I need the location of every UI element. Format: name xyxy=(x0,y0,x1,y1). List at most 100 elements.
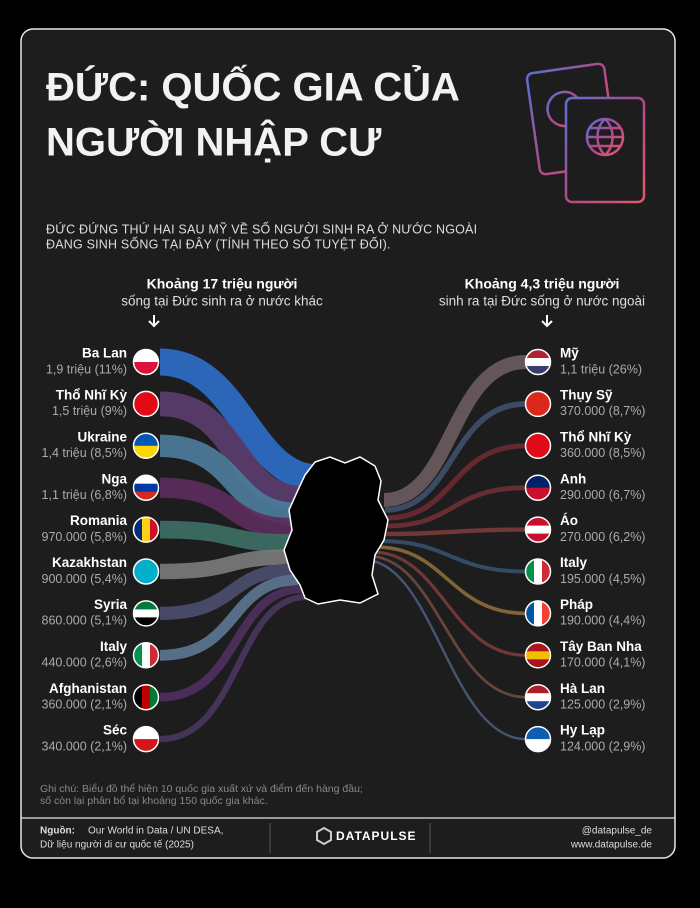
country-value: 370.000 (8,7%) xyxy=(560,404,645,418)
country-value: 170.000 (4,1%) xyxy=(560,656,645,670)
flow xyxy=(159,391,303,511)
country-name: Thụy Sỹ xyxy=(560,387,613,402)
flag-border xyxy=(132,516,160,543)
flag-stripe xyxy=(526,433,550,458)
flow xyxy=(383,527,527,537)
flag-border xyxy=(132,683,160,711)
flag-stripe xyxy=(142,517,151,542)
source-line: Dữ liệu người di cư quốc tế (2025) xyxy=(40,839,194,851)
subtitle-line: ĐANG SINH SỐNG TẠI ĐÂY (TÍNH THEO SỐ TUY… xyxy=(46,236,391,251)
flag xyxy=(134,601,158,626)
passport-icon xyxy=(525,62,646,204)
flag-stripe xyxy=(526,651,550,660)
flow xyxy=(371,550,527,657)
flag-stripe xyxy=(526,727,550,740)
flag-stripe xyxy=(134,601,158,610)
note-line: số còn lại phân bổ tại khoảng 150 quốc g… xyxy=(40,795,268,807)
country-name: Italy xyxy=(100,639,128,654)
country-name: Thổ Nhĩ Kỳ xyxy=(56,387,128,402)
flow xyxy=(159,584,303,702)
flag-stripe xyxy=(134,739,158,752)
flow xyxy=(383,355,527,507)
flag-stripe xyxy=(526,366,550,374)
note-line: Ghi chú: Biểu đồ thể hiện 10 quốc gia xu… xyxy=(40,783,363,795)
flag-stripe xyxy=(142,685,151,710)
country-value: 860.000 (5,1%) xyxy=(42,614,127,628)
country-name: Hà Lan xyxy=(560,681,605,696)
flag-border xyxy=(132,390,160,418)
flow xyxy=(379,539,527,574)
flag-border xyxy=(524,683,552,711)
flag-stripe xyxy=(134,433,158,447)
flag xyxy=(526,601,550,626)
flag xyxy=(526,475,550,500)
flag-border xyxy=(132,432,160,460)
flag xyxy=(134,685,158,710)
country-name: Afghanistan xyxy=(49,681,127,696)
country-name: Italy xyxy=(560,555,588,570)
flag-stripe xyxy=(526,533,550,542)
flag-stripe xyxy=(134,685,143,710)
flag xyxy=(134,517,158,542)
country-value: 190.000 (4,4%) xyxy=(560,614,645,628)
country-value: 124.000 (2,9%) xyxy=(560,739,645,753)
country-name: Kazakhstan xyxy=(52,555,127,570)
flag-border xyxy=(132,725,160,753)
flag xyxy=(526,433,550,458)
flows xyxy=(159,348,527,743)
flag-stripe xyxy=(534,559,543,584)
flag-stripe xyxy=(134,391,158,416)
flag-stripe xyxy=(134,609,158,618)
flag-stripe xyxy=(526,701,550,710)
flag-stripe xyxy=(526,391,550,416)
flag-border xyxy=(524,432,552,460)
flag-stripe xyxy=(134,727,158,740)
flag xyxy=(526,685,550,710)
flag xyxy=(526,559,550,584)
flag-border xyxy=(524,558,552,585)
flag xyxy=(526,391,550,416)
flag-stripe xyxy=(542,559,550,584)
country-value: 1,5 triệu (9%) xyxy=(52,404,127,418)
flag-border xyxy=(524,600,552,627)
brand-logo xyxy=(316,826,332,846)
flag-stripe xyxy=(526,475,550,489)
country-value: 340.000 (2,1%) xyxy=(42,739,127,753)
flag-stripe xyxy=(526,739,550,752)
flow xyxy=(159,434,299,526)
website: www.datapulse.de xyxy=(570,840,653,851)
country-value: 125.000 (2,9%) xyxy=(560,697,645,711)
country-name: Syria xyxy=(94,597,128,612)
flag-stripe xyxy=(134,643,143,668)
flag xyxy=(134,350,158,374)
arrow xyxy=(541,315,553,328)
flag xyxy=(134,643,158,668)
handle: @datapulse_de xyxy=(582,826,653,837)
flag-stripe xyxy=(526,487,550,500)
title-line: ĐỨC: QUỐC GIA CỦA xyxy=(46,64,460,110)
flag-stripe xyxy=(134,362,158,374)
country-value: 1,4 triệu (8,5%) xyxy=(42,446,127,460)
flag xyxy=(526,517,550,542)
country-value: 360.000 (8,5%) xyxy=(560,446,645,460)
flow xyxy=(384,401,527,513)
subtitle-line: ĐỨC ĐỨNG THỨ HAI SAU MỸ VỀ SỐ NGƯỜI SINH… xyxy=(46,221,477,236)
country-name: Séc xyxy=(103,723,128,738)
flag-border xyxy=(524,725,552,753)
left-subheading: sống tại Đức sinh ra ở nước khác xyxy=(121,294,323,309)
flag xyxy=(526,643,550,668)
brand: DATAPULSE xyxy=(336,829,417,843)
flag-stripe xyxy=(134,445,158,458)
country-value: 360.000 (2,1%) xyxy=(42,697,127,711)
country-value: 970.000 (5,8%) xyxy=(42,530,127,544)
country-value: 270.000 (6,2%) xyxy=(560,530,645,544)
flow xyxy=(375,545,527,616)
country-name: Romania xyxy=(70,513,128,528)
flag-border xyxy=(132,600,160,627)
flow xyxy=(159,574,299,661)
country-value: 195.000 (4,5%) xyxy=(560,572,645,586)
flag-stripe xyxy=(134,617,158,626)
country-value: 900.000 (5,4%) xyxy=(42,572,127,586)
